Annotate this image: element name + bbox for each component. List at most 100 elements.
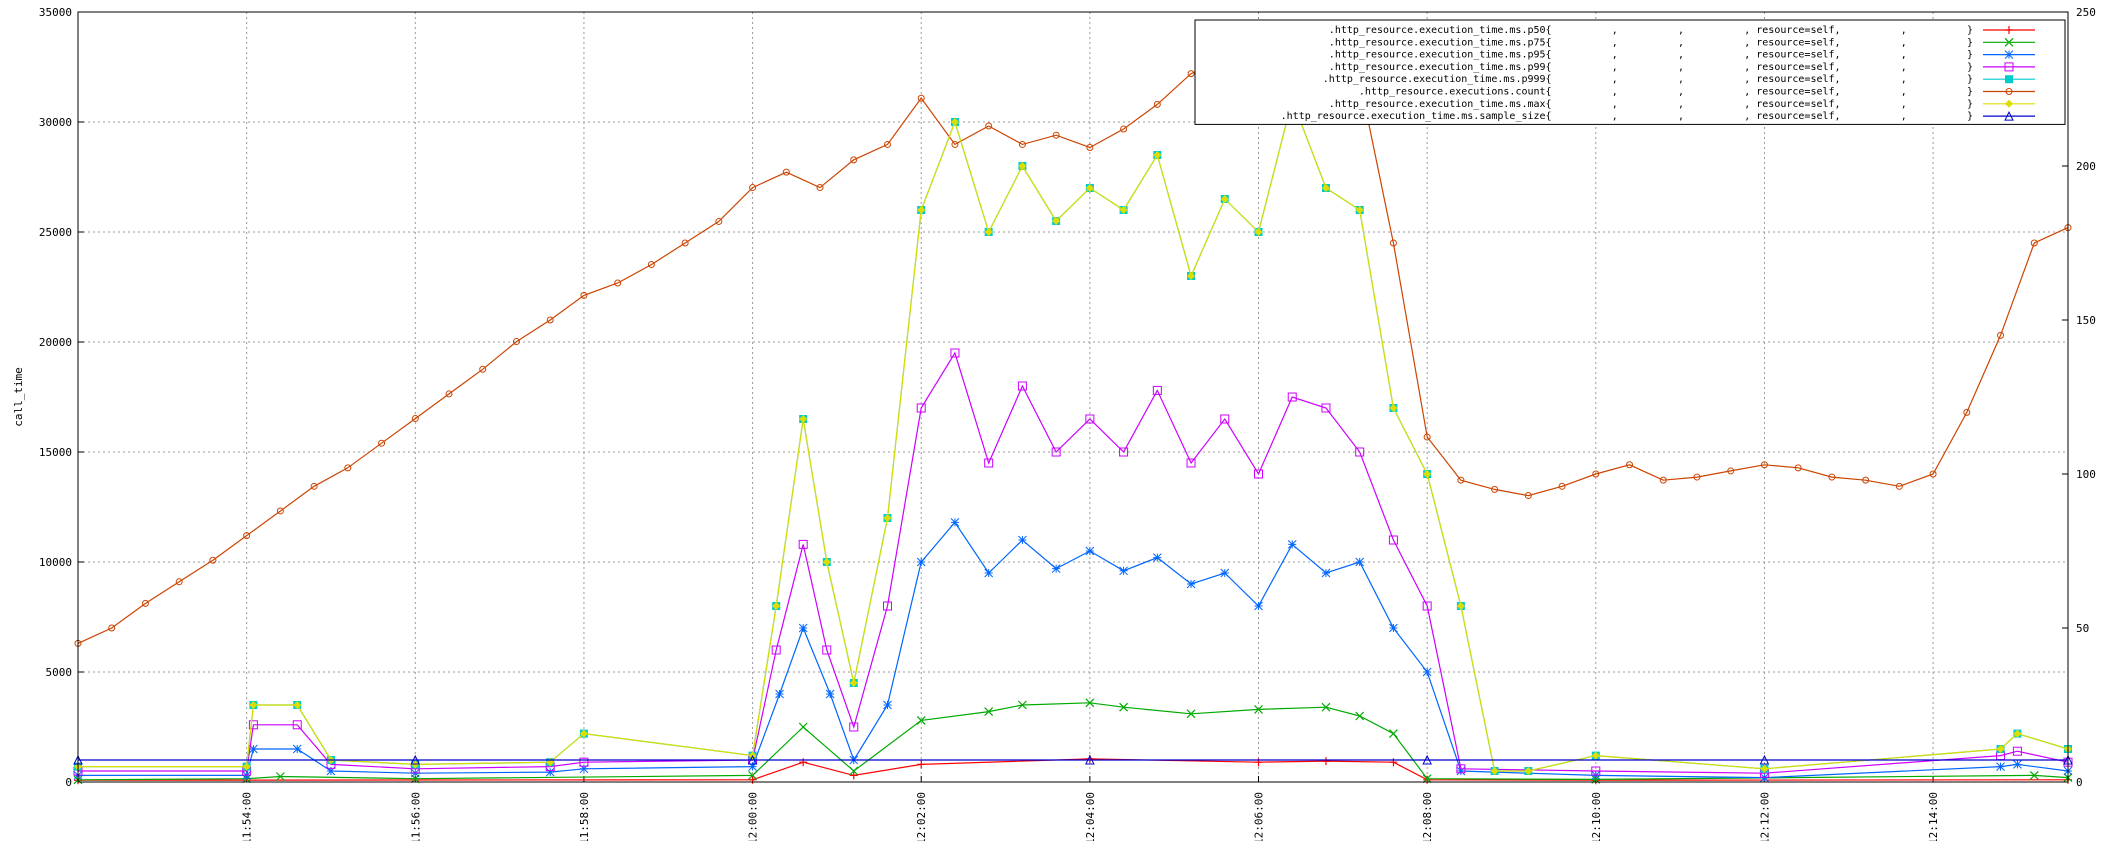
data-point	[293, 701, 302, 709]
data-point	[985, 122, 993, 130]
data-point	[1152, 553, 1162, 562]
series-7	[73, 754, 2073, 765]
data-point	[141, 599, 149, 607]
data-point	[1220, 414, 1230, 424]
series-layer	[73, 23, 2073, 785]
data-point	[2004, 62, 2014, 72]
data-point	[715, 217, 723, 225]
y-right-tick-label: 50	[2076, 622, 2089, 635]
data-point	[614, 279, 622, 287]
data-point	[249, 744, 258, 754]
data-point	[580, 291, 588, 299]
data-point	[1220, 195, 1229, 203]
data-point	[1591, 766, 1601, 776]
data-point	[1524, 767, 1533, 775]
series-line	[78, 521, 2069, 779]
data-point	[916, 557, 926, 567]
data-point	[1659, 476, 1667, 484]
data-point	[917, 760, 926, 769]
data-point	[1321, 184, 1330, 192]
data-point	[1187, 70, 1195, 78]
data-point	[1085, 414, 1095, 424]
y-left-tick-label: 0	[65, 776, 72, 789]
legend: .http_resource.execution_time.ms.p50{ , …	[1194, 19, 2066, 125]
data-point	[984, 707, 994, 717]
data-point	[1422, 774, 1432, 784]
data-point	[512, 338, 520, 346]
data-point	[1220, 568, 1230, 578]
data-point	[1321, 568, 1331, 578]
data-point	[1355, 711, 1365, 721]
data-point	[1355, 447, 1365, 457]
data-point	[1119, 447, 1129, 457]
data-point	[579, 764, 589, 774]
data-point	[579, 757, 589, 767]
data-point	[479, 365, 487, 373]
series-line	[77, 26, 2069, 644]
data-point	[1895, 482, 1903, 490]
data-point	[850, 156, 858, 164]
y-left-tick-label: 25000	[39, 226, 72, 239]
data-point	[916, 403, 926, 413]
data-point	[1085, 754, 1095, 765]
data-point	[951, 140, 959, 148]
data-point	[782, 168, 790, 176]
data-point	[1456, 766, 1466, 776]
data-point	[1085, 184, 1094, 192]
data-point	[681, 239, 689, 247]
data-point	[883, 514, 892, 522]
y-left-tick-label: 20000	[39, 336, 72, 349]
data-point	[2004, 37, 2014, 47]
data-point	[1321, 702, 1331, 712]
data-point	[2012, 746, 2022, 756]
data-point	[1558, 482, 1566, 490]
data-point	[2004, 110, 2014, 121]
data-point	[1355, 557, 1365, 567]
data-point	[1422, 601, 1432, 611]
data-point	[292, 720, 302, 730]
data-point	[1018, 162, 1027, 170]
data-point	[410, 754, 421, 765]
data-point	[1186, 709, 1196, 719]
data-point	[1456, 602, 1465, 610]
data-point	[411, 415, 419, 423]
data-point	[849, 771, 858, 780]
data-point	[1592, 470, 1600, 478]
data-point	[1052, 217, 1061, 225]
x-tick-label: 12:08:00	[1421, 792, 1434, 841]
data-point	[950, 348, 960, 358]
data-point	[249, 701, 258, 709]
x-tick-label: 11:54:00	[241, 792, 254, 841]
data-point	[546, 316, 554, 324]
data-point	[243, 532, 251, 540]
data-point	[1996, 762, 2005, 771]
data-point	[1997, 331, 2005, 339]
data-point	[2029, 770, 2039, 780]
data-point	[2013, 729, 2022, 738]
data-point	[747, 754, 758, 765]
data-point	[1388, 535, 1398, 545]
data-point	[771, 645, 781, 655]
data-point	[1491, 485, 1499, 493]
data-point	[1321, 403, 1331, 413]
data-point	[798, 623, 808, 633]
data-point	[579, 729, 588, 738]
data-point	[1254, 704, 1263, 714]
series-3	[73, 348, 2073, 778]
data-point	[822, 558, 831, 566]
data-point	[749, 184, 757, 192]
data-point	[849, 766, 859, 776]
data-point	[1051, 564, 1061, 573]
data-point	[2005, 26, 2013, 34]
data-point	[798, 539, 808, 549]
data-point	[545, 767, 555, 777]
data-point	[1017, 700, 1027, 710]
data-point	[748, 762, 757, 771]
data-point	[1794, 464, 1802, 472]
y-right-tick-label: 200	[2076, 160, 2096, 173]
data-point	[822, 645, 832, 655]
data-point	[772, 602, 781, 610]
data-point	[984, 228, 993, 236]
data-point	[1862, 476, 1870, 484]
